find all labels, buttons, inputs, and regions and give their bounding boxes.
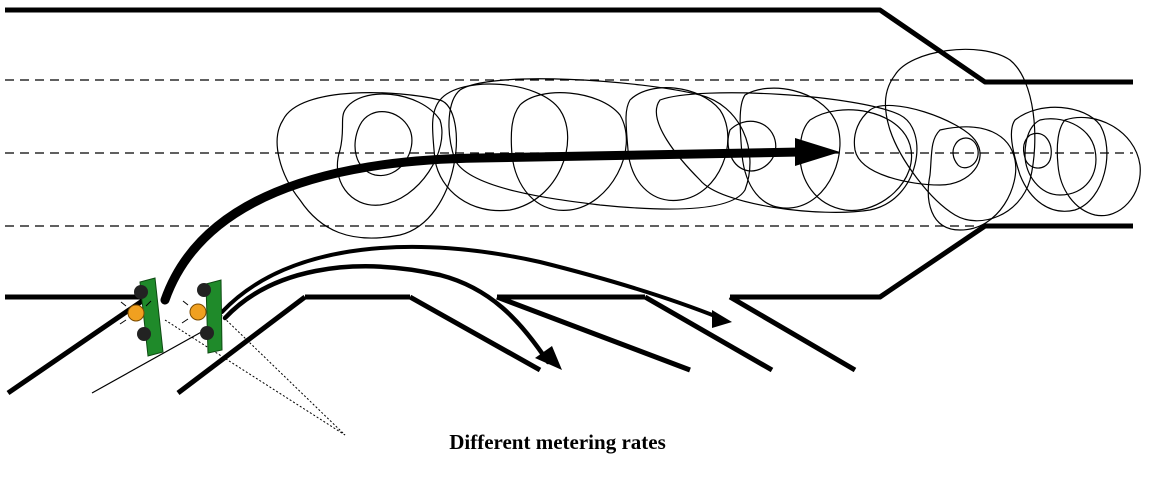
flow-arrowhead-ramp-2: [535, 346, 562, 370]
ramp-4-edge: [643, 294, 774, 373]
ramp-1-right-edge: [176, 295, 307, 395]
ramp-2-edge: [408, 294, 542, 373]
caption: Different metering rates: [0, 430, 1153, 455]
caption-text: Different metering rates: [449, 430, 666, 454]
flow-arrow-to-ramp-2: [222, 264, 551, 365]
main-flow-arrowhead: [795, 138, 840, 166]
ramp-5-edge: [728, 294, 857, 373]
main-flow-arrow: [160, 147, 805, 305]
ramp-3-edge: [496, 294, 691, 373]
ramp-1-left-edge: [6, 294, 150, 396]
ramp-meter-signal-icon: [181, 279, 223, 354]
ramp-1-thin-line: [91, 329, 206, 394]
top-road-edge: [5, 7, 1133, 85]
ramp-meter-signal-icon: [119, 277, 164, 357]
lower-edge-segment-4: [730, 223, 1133, 300]
flow-arrow-to-ramp-4: [220, 244, 722, 320]
congestion-scribble: [276, 48, 1141, 239]
callout-line-2: [217, 311, 346, 436]
flow-arrowhead-ramp-4: [712, 310, 732, 328]
